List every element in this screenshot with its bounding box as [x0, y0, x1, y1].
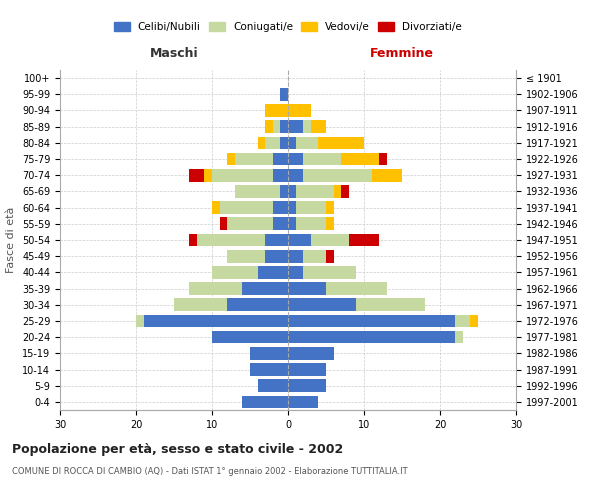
Bar: [288, 169, 303, 181]
Bar: [257, 266, 288, 278]
Bar: [220, 202, 273, 214]
Bar: [303, 169, 371, 181]
Bar: [143, 314, 288, 328]
Bar: [273, 169, 288, 181]
Bar: [326, 250, 334, 262]
Bar: [371, 169, 402, 181]
Bar: [280, 185, 288, 198]
Bar: [227, 298, 288, 311]
Text: Maschi: Maschi: [149, 48, 199, 60]
Bar: [288, 250, 303, 262]
Bar: [227, 250, 265, 262]
Bar: [288, 120, 303, 133]
Bar: [265, 234, 288, 246]
Bar: [311, 234, 349, 246]
Bar: [235, 185, 280, 198]
Bar: [250, 363, 288, 376]
Bar: [257, 136, 265, 149]
Bar: [288, 347, 334, 360]
Bar: [197, 234, 265, 246]
Bar: [136, 314, 143, 328]
Bar: [319, 136, 364, 149]
Bar: [455, 331, 463, 344]
Bar: [205, 169, 212, 181]
Bar: [288, 380, 326, 392]
Bar: [174, 298, 227, 311]
Bar: [303, 250, 326, 262]
Bar: [212, 169, 273, 181]
Bar: [311, 120, 326, 133]
Bar: [334, 185, 341, 198]
Legend: Celibi/Nubili, Coniugati/e, Vedovi/e, Divorziati/e: Celibi/Nubili, Coniugati/e, Vedovi/e, Di…: [110, 18, 466, 36]
Bar: [356, 298, 425, 311]
Text: COMUNE DI ROCCA DI CAMBIO (AQ) - Dati ISTAT 1° gennaio 2002 - Elaborazione TUTTI: COMUNE DI ROCCA DI CAMBIO (AQ) - Dati IS…: [12, 468, 407, 476]
Bar: [288, 298, 356, 311]
Bar: [288, 282, 326, 295]
Bar: [280, 88, 288, 101]
Bar: [303, 152, 341, 166]
Bar: [212, 266, 257, 278]
Bar: [189, 234, 197, 246]
Bar: [288, 152, 303, 166]
Text: Popolazione per età, sesso e stato civile - 2002: Popolazione per età, sesso e stato civil…: [12, 442, 343, 456]
Bar: [303, 120, 311, 133]
Bar: [265, 250, 288, 262]
Bar: [296, 136, 319, 149]
Bar: [212, 202, 220, 214]
Bar: [288, 234, 311, 246]
Bar: [326, 202, 334, 214]
Bar: [379, 152, 387, 166]
Bar: [288, 363, 326, 376]
Y-axis label: Fasce di età: Fasce di età: [7, 207, 16, 273]
Bar: [235, 152, 273, 166]
Bar: [273, 152, 288, 166]
Bar: [280, 120, 288, 133]
Y-axis label: Anni di nascita: Anni di nascita: [598, 198, 600, 281]
Bar: [273, 120, 280, 133]
Bar: [273, 218, 288, 230]
Bar: [288, 266, 303, 278]
Bar: [257, 380, 288, 392]
Bar: [220, 218, 227, 230]
Bar: [341, 152, 379, 166]
Bar: [349, 234, 379, 246]
Bar: [288, 396, 319, 408]
Bar: [288, 136, 296, 149]
Bar: [296, 185, 334, 198]
Bar: [288, 185, 296, 198]
Bar: [265, 136, 280, 149]
Bar: [326, 218, 334, 230]
Bar: [189, 282, 242, 295]
Bar: [189, 169, 205, 181]
Bar: [470, 314, 478, 328]
Bar: [250, 347, 288, 360]
Bar: [265, 104, 288, 117]
Bar: [242, 282, 288, 295]
Bar: [288, 202, 296, 214]
Bar: [341, 185, 349, 198]
Bar: [227, 218, 273, 230]
Bar: [296, 202, 326, 214]
Text: Femmine: Femmine: [370, 48, 434, 60]
Bar: [455, 314, 470, 328]
Bar: [288, 218, 296, 230]
Bar: [288, 104, 311, 117]
Bar: [265, 120, 273, 133]
Bar: [288, 331, 455, 344]
Bar: [212, 331, 288, 344]
Bar: [273, 202, 288, 214]
Bar: [296, 218, 326, 230]
Bar: [326, 282, 387, 295]
Bar: [303, 266, 356, 278]
Bar: [280, 136, 288, 149]
Bar: [288, 314, 455, 328]
Bar: [242, 396, 288, 408]
Bar: [227, 152, 235, 166]
